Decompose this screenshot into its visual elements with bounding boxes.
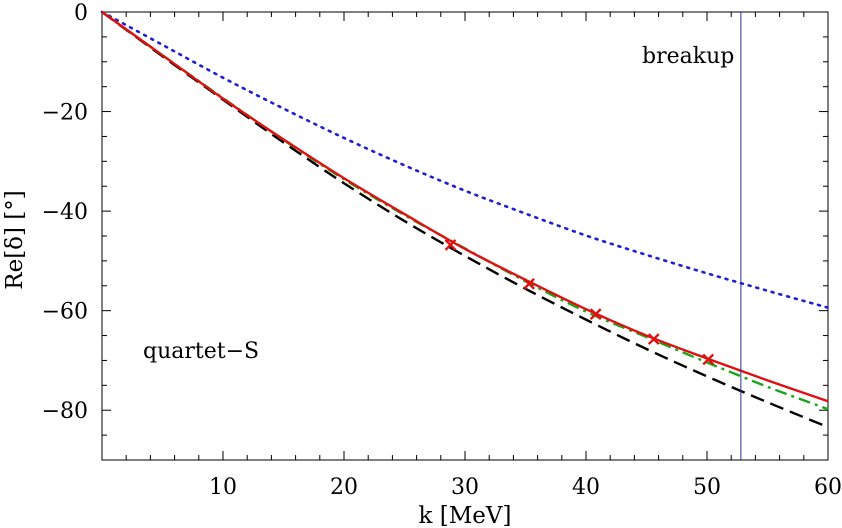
y-tick-label: −80 bbox=[42, 399, 88, 424]
data-point-marker bbox=[523, 277, 535, 290]
tick-labels: 10 20 30 40 50 60 0 −20 −40 −60 −80 bbox=[42, 1, 842, 500]
x-tick-label: 30 bbox=[451, 475, 479, 500]
x-tick-label: 40 bbox=[572, 475, 600, 500]
x-tick-label: 20 bbox=[330, 475, 358, 500]
x-tick-label: 50 bbox=[693, 475, 721, 500]
data-point-marker bbox=[647, 333, 660, 345]
axis-ticks bbox=[102, 11, 829, 461]
y-tick-label: 0 bbox=[74, 1, 88, 26]
series-layer bbox=[100, 10, 830, 429]
y-tick-label: −20 bbox=[42, 101, 88, 126]
data-point-markers bbox=[444, 239, 715, 366]
y-tick-label: −40 bbox=[42, 200, 88, 225]
series-blue-dotted bbox=[100, 10, 830, 309]
y-tick-label: −60 bbox=[42, 300, 88, 325]
data-point-marker bbox=[589, 308, 602, 320]
x-tick-label: 60 bbox=[814, 475, 842, 500]
plot-frame bbox=[101, 11, 829, 461]
x-tick-label: 10 bbox=[209, 475, 237, 500]
x-axis-title: k [MeV] bbox=[419, 503, 512, 528]
breakup-label: breakup bbox=[642, 44, 734, 69]
data-point-marker bbox=[444, 239, 457, 251]
y-axis-title: Re[δ] [°] bbox=[2, 190, 28, 289]
data-point-marker bbox=[702, 353, 715, 366]
series-black-dashed bbox=[101, 11, 829, 429]
quartet-s-label: quartet−S bbox=[143, 339, 259, 364]
